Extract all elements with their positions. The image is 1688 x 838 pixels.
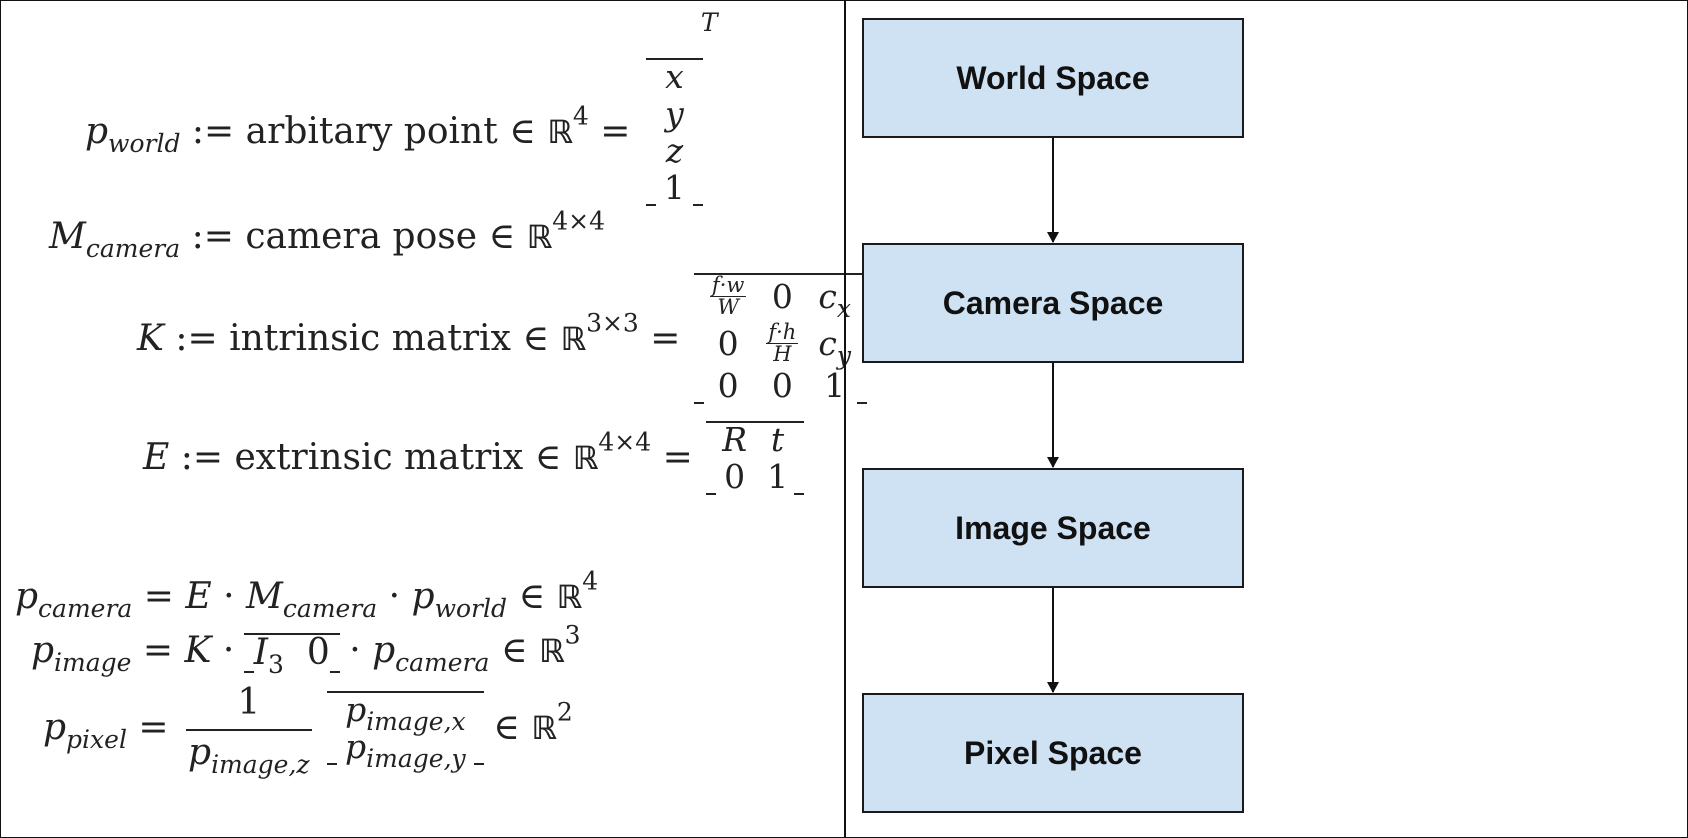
- pixel-fraction: 1 pimage,z: [186, 682, 312, 779]
- world-space-box: World Space: [862, 18, 1244, 138]
- intrinsic-matrix: f·wW 0 cx 0 f·hH cy 0 0 1: [693, 273, 867, 404]
- arrow-camera-to-image: [1047, 363, 1059, 468]
- camera-space-box: Camera Space: [862, 243, 1244, 363]
- space-flow-diagram: World Space Camera Space Image Space Pix…: [846, 1, 1687, 837]
- eq-m-camera: Mcamera := camera pose ∈ ℝ4×4: [49, 206, 605, 263]
- pixel-space-box: Pixel Space: [862, 693, 1244, 813]
- image-space-box: Image Space: [862, 468, 1244, 588]
- arrow-image-to-pixel: [1047, 588, 1059, 693]
- arrow-world-to-camera: [1047, 138, 1059, 243]
- eq-intrinsic: K := intrinsic matrix ∈ ℝ3×3 = f·wW 0 cx…: [137, 273, 867, 404]
- projection-matrix: I3 0: [243, 633, 340, 677]
- pixel-vector: pimage,x pimage,y: [327, 691, 484, 771]
- eq-p-image: pimage = K · I3 0 · pcamera ∈ ℝ3: [31, 620, 581, 679]
- eq-p-world: pworld := arbitary point ∈ ℝ4 = x y z 1 …: [85, 8, 718, 207]
- eq-p-pixel: ppixel = 1 pimage,z pimage,x pimage,y ∈ …: [43, 682, 573, 779]
- p-world-vector: x y z 1: [645, 58, 703, 206]
- eq-p-camera: pcamera = E · Mcamera · pworld ∈ ℝ4: [15, 566, 599, 623]
- equations-panel: pworld := arbitary point ∈ ℝ4 = x y z 1 …: [1, 1, 867, 837]
- panel-divider: [844, 1, 846, 837]
